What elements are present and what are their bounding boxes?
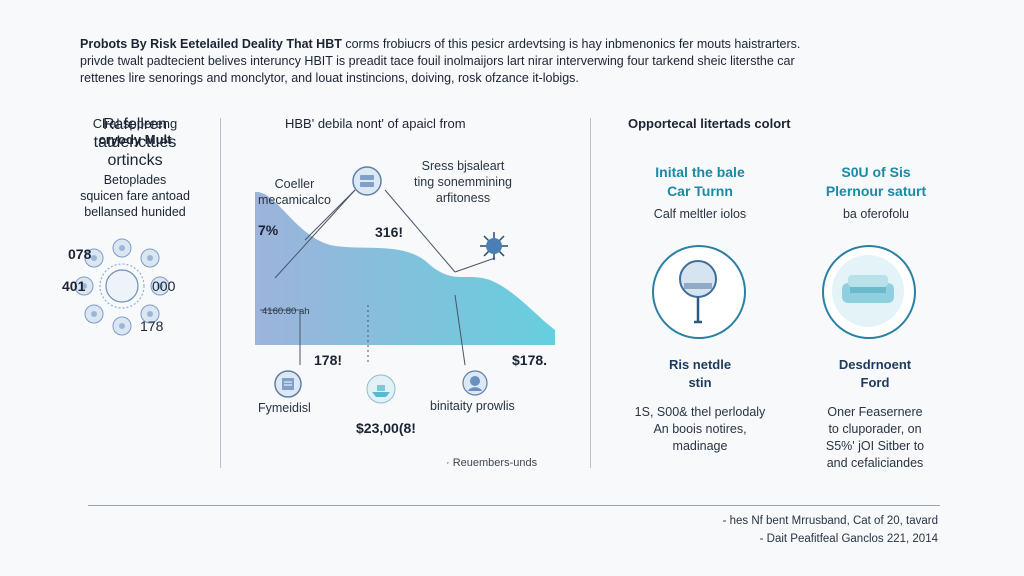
car-icon-graphic (832, 255, 904, 327)
magnifier-icon-graphic (679, 260, 717, 324)
col1-heading: Inital the bale Car Turnn (630, 163, 770, 201)
col1-name: Ris netdle stin (630, 356, 770, 392)
area-shape (255, 191, 555, 345)
col2-name: Desdrnoent Ford (800, 356, 950, 392)
virus-icon (480, 232, 508, 260)
magnifier-icon (652, 245, 746, 339)
col1-para-line-3: madinage (672, 439, 728, 453)
ring-value-top-left: 078 (68, 246, 92, 262)
label-left: Fymeidisl (258, 401, 311, 415)
area-graphic (255, 189, 555, 366)
col1-para-line-1: 1S, S00& thel perlodaly (634, 405, 766, 419)
col2-heading: S0U of Sis Plernour saturt (806, 163, 946, 201)
connector-line (304, 189, 356, 241)
label-right: binitaity prowlis (430, 399, 515, 413)
col2-para-line-4: and cefaliciandes (826, 456, 924, 470)
col1-heading-line-1: Inital the bale (655, 164, 745, 180)
left-desc-line-3: bellansed hunided (84, 205, 186, 219)
header-line-1-rest: corms frobiucrs of this pesicr ardevtsin… (341, 37, 801, 51)
credits-line-2: - Dait Peafitfeal Ganclos 221, 2014 (759, 533, 938, 545)
col1-name-line-2: stin (688, 375, 712, 390)
callout-right-line-3: arfitoness (435, 191, 491, 205)
callout-right-line-2: ting sonemmining (414, 175, 512, 189)
left-title: Clral sppereng cryody Mult (60, 116, 210, 148)
left-desc-line-1: Betoplades (103, 173, 167, 187)
value-bottom-right: $178. (512, 352, 548, 368)
col2-name-line-1: Desdrnoent (838, 357, 912, 372)
col1-paragraph: 1S, S00& thel perlodaly An boois notires… (630, 404, 770, 455)
callout-left-line-1: Coeller (274, 177, 315, 191)
left-footer: Rafellren tatdenctues ortincks (60, 116, 210, 170)
divider-left (220, 118, 221, 468)
col2-detail: Desdrnoent Ford Oner Feasernere to clupo… (800, 356, 950, 472)
callout-right: Sress bjsaleart ting sonemmining arfiton… (414, 158, 512, 206)
col1-name-line-1: Ris netdle (668, 357, 732, 372)
header-lead: Probots By Risk Eetelailed Deality That … (80, 37, 342, 51)
car-icon (822, 245, 916, 339)
boat-icon (366, 374, 396, 404)
page-header: Probots By Risk Eetelailed Deality That … (80, 36, 960, 87)
divider-right (590, 118, 591, 468)
header-line-3: rettenes lire senorings and monclytor, a… (80, 71, 579, 85)
col1-heading-line-2: Car Turnn (667, 183, 733, 199)
credits-line-1: - hes Nf bent Mrrusband, Cat of 20, tava… (722, 515, 938, 527)
col2-para-line-3: S5%' jOI Sitber to (825, 439, 925, 453)
callout-left-line-2: mecamicalco (258, 193, 331, 207)
value-center: $23,00(8! (356, 420, 416, 436)
right-title: Opportecal litertads colort (628, 116, 791, 131)
ring-diagram-icon (74, 238, 170, 336)
col1-detail: Ris netdle stin 1S, S00& thel perlodaly … (630, 356, 770, 455)
axis-note: 4160.80 ah (262, 306, 310, 317)
left-foot-line-2: tatdenctues (93, 134, 177, 151)
col2-heading-line-2: Plernour saturt (825, 183, 927, 199)
ring-value-right: 000 (152, 278, 176, 294)
col1-sub: Calf meltler iolos (653, 207, 747, 221)
left-description: Betoplades squicen fare antoad bellansed… (60, 172, 210, 220)
value-bottom-left: 178! (314, 352, 343, 368)
server-icon (352, 166, 382, 196)
ring-value-left: 401 (62, 278, 86, 294)
ring-value-bottom-right: 178 (140, 318, 164, 334)
header-line-2: privde twalt padtecient belives interunc… (80, 54, 795, 68)
col2-sub: ba oferofolu (842, 207, 910, 221)
left-foot-line-1: Rafellren (102, 116, 168, 133)
value-left-percent: 7% (258, 222, 279, 238)
footnote: · Reuembers-unds (446, 457, 538, 469)
left-title-line-2: cryody Mult (98, 132, 172, 147)
bottom-divider (88, 505, 940, 506)
left-desc-line-2: squicen fare antoad (80, 189, 190, 203)
left-foot-line-3: ortincks (107, 152, 163, 169)
callout-right-line-1: Sress bjsaleart (421, 159, 505, 173)
right-col-1: Inital the bale Car Turnn Calf meltler i… (630, 163, 770, 221)
document-icon (274, 370, 302, 398)
value-top: 316! (375, 224, 404, 240)
globe-icon (462, 370, 488, 396)
callout-left: Coeller mecamicalco (258, 176, 331, 208)
left-title-line-1: Clral sppereng (92, 116, 178, 131)
ring-diagram: 078 401 000 178 (60, 228, 190, 348)
credits: - hes Nf bent Mrrusband, Cat of 20, tava… (723, 512, 938, 548)
left-panel: Clral sppereng cryody Mult Betoplades sq… (60, 116, 210, 220)
right-col-2: S0U of Sis Plernour saturt ba oferofolu (806, 163, 946, 221)
header-line-1: Probots By Risk Eetelailed Deality That … (80, 36, 960, 53)
col2-paragraph: Oner Feasernere to cluporader, on S5%' j… (800, 404, 950, 472)
col2-para-line-2: to cluporader, on (828, 422, 922, 436)
col2-para-line-1: Oner Feasernere (827, 405, 923, 419)
col1-para-line-2: An boois notires, (653, 422, 747, 436)
middle-title: HBB' debila nont' of apaicl from (285, 116, 466, 131)
col2-name-line-2: Ford (860, 375, 890, 390)
col2-heading-line-1: S0U of Sis (841, 164, 911, 180)
